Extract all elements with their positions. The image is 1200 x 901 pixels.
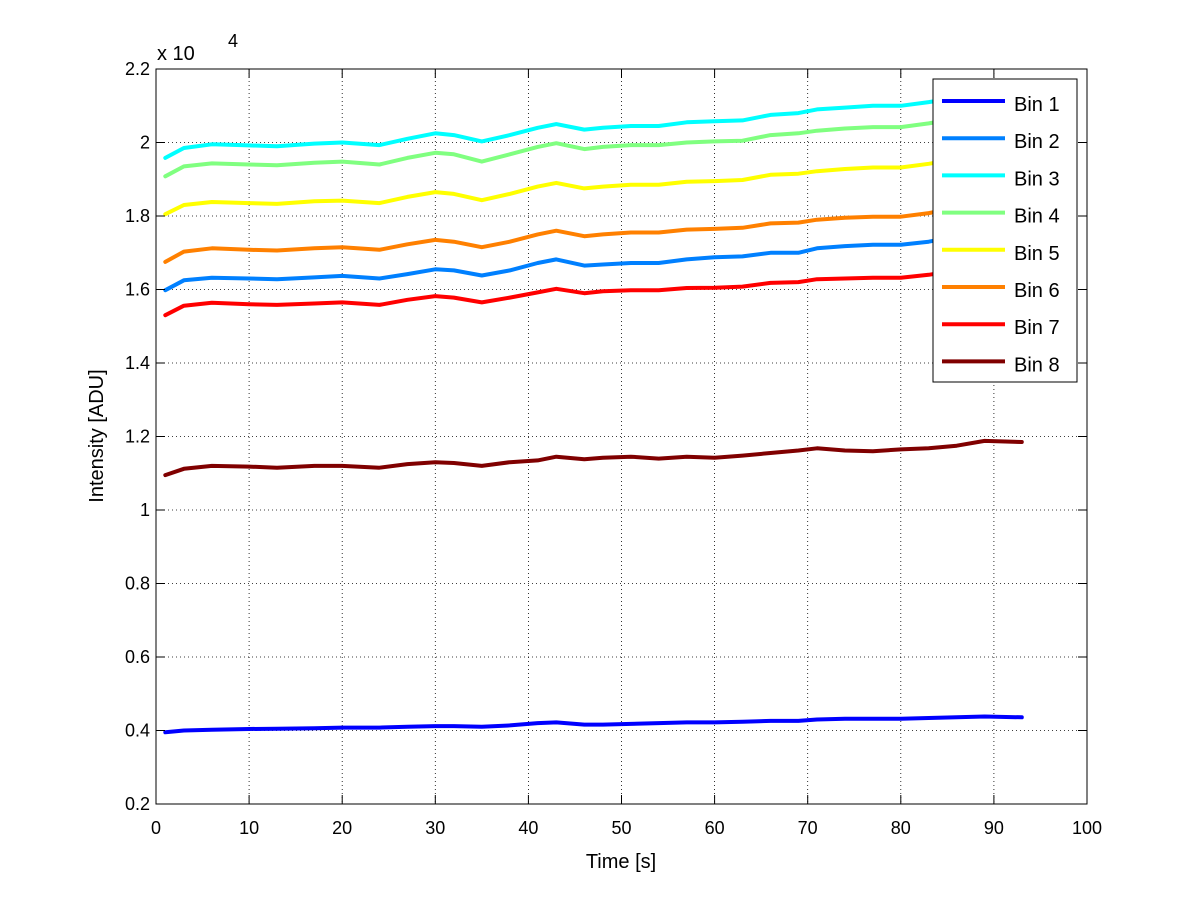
x-tick-label: 70 bbox=[798, 818, 818, 838]
series-line-bin-3 bbox=[163, 90, 1024, 160]
y-tick-label: 1.8 bbox=[125, 206, 150, 226]
x-tick-label: 50 bbox=[611, 818, 631, 838]
legend-label-bin-2: Bin 2 bbox=[1014, 131, 1060, 153]
y-tick-label: 0.8 bbox=[125, 574, 150, 594]
series-line-bin-6 bbox=[163, 201, 1024, 264]
y-tick-label: 2 bbox=[140, 133, 150, 153]
y-multiplier-exponent: 4 bbox=[228, 31, 238, 51]
series-line-bin-1 bbox=[163, 714, 1024, 735]
x-tick-label: 10 bbox=[239, 818, 259, 838]
y-multiplier-label: x 10 bbox=[157, 43, 195, 65]
series-lines bbox=[163, 90, 1024, 735]
legend-box bbox=[932, 78, 1078, 383]
series-line-bin-4 bbox=[163, 111, 1024, 179]
legend-label-bin-7: Bin 7 bbox=[1014, 317, 1060, 339]
grid-lines bbox=[156, 69, 1087, 804]
y-tick-label: 0.4 bbox=[125, 721, 150, 741]
series-line-bin-7 bbox=[163, 263, 1024, 318]
legend-label-bin-4: Bin 4 bbox=[1014, 206, 1060, 228]
legend-label-bin-3: Bin 3 bbox=[1014, 168, 1060, 190]
x-axis-label: Time [s] bbox=[586, 851, 656, 873]
x-tick-labels: 0 10 20 30 40 50 60 70 80 90 100 bbox=[151, 818, 1102, 838]
x-tick-label: 30 bbox=[425, 818, 445, 838]
legend: Bin 1 Bin 2 Bin 3 Bin 4 Bin 5 Bin 6 Bin 7 Bin 8 bbox=[932, 78, 1078, 383]
x-tick-label: 40 bbox=[518, 818, 538, 838]
legend-label-bin-1: Bin 1 bbox=[1014, 94, 1060, 116]
series-line-bin-5 bbox=[163, 152, 1024, 217]
series-line-bin-2 bbox=[163, 226, 1024, 293]
x-tick-label: 60 bbox=[705, 818, 725, 838]
y-tick-label: 1.4 bbox=[125, 353, 150, 373]
y-tick-label: 1 bbox=[140, 500, 150, 520]
x-tick-label: 90 bbox=[984, 818, 1004, 838]
x-tick-label: 100 bbox=[1072, 818, 1102, 838]
y-tick-label: 0.6 bbox=[125, 647, 150, 667]
axis-ticks bbox=[155, 68, 1088, 805]
y-axis-label: Intensity [ADU] bbox=[86, 369, 108, 502]
legend-label-bin-8: Bin 8 bbox=[1014, 354, 1060, 376]
x-tick-label: 0 bbox=[151, 818, 161, 838]
legend-label-bin-5: Bin 5 bbox=[1014, 243, 1060, 265]
y-tick-label: 0.2 bbox=[125, 794, 150, 814]
series-line-bin-8 bbox=[163, 438, 1024, 478]
x-tick-label: 20 bbox=[332, 818, 352, 838]
y-tick-label: 1.2 bbox=[125, 427, 150, 447]
y-tick-label: 2.2 bbox=[125, 59, 150, 79]
y-tick-label: 1.6 bbox=[125, 280, 150, 300]
x-tick-label: 80 bbox=[891, 818, 911, 838]
y-tick-labels: 0.2 0.4 0.6 0.8 1 1.2 1.4 1.6 1.8 2 2.2 bbox=[125, 59, 150, 814]
legend-label-bin-6: Bin 6 bbox=[1014, 280, 1060, 302]
